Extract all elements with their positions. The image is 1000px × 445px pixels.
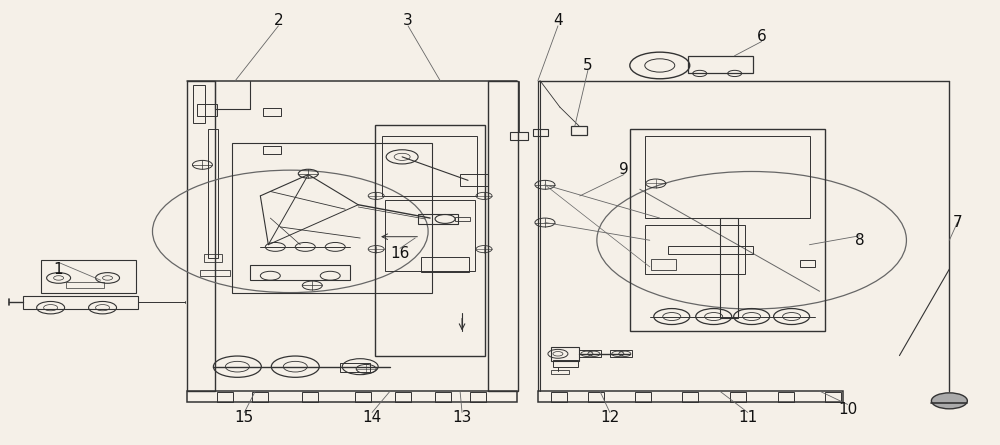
- Text: 16: 16: [390, 246, 410, 261]
- Bar: [488, 81, 518, 391]
- Bar: [340, 363, 370, 372]
- Bar: [187, 81, 215, 391]
- Bar: [510, 133, 528, 141]
- Bar: [187, 391, 517, 402]
- Bar: [635, 392, 651, 402]
- Bar: [533, 129, 548, 136]
- Bar: [263, 108, 281, 116]
- Bar: [825, 392, 841, 402]
- Bar: [688, 56, 753, 73]
- Text: 8: 8: [855, 233, 864, 248]
- Bar: [418, 214, 458, 224]
- Bar: [682, 392, 698, 402]
- Bar: [645, 136, 810, 218]
- Bar: [263, 146, 281, 154]
- Text: 14: 14: [363, 410, 382, 425]
- Bar: [193, 85, 205, 123]
- Bar: [200, 271, 230, 276]
- Bar: [232, 143, 432, 294]
- Text: 5: 5: [583, 57, 593, 73]
- Bar: [455, 217, 470, 221]
- Bar: [435, 392, 451, 402]
- Bar: [645, 225, 745, 274]
- Bar: [800, 260, 815, 267]
- Bar: [668, 246, 753, 254]
- Bar: [538, 391, 843, 402]
- Bar: [778, 392, 794, 402]
- Bar: [252, 392, 268, 402]
- Bar: [579, 350, 601, 357]
- Bar: [551, 347, 579, 361]
- Bar: [610, 350, 632, 357]
- Bar: [208, 129, 218, 258]
- Bar: [421, 257, 469, 272]
- Bar: [382, 136, 477, 196]
- Bar: [460, 174, 488, 186]
- Text: 4: 4: [553, 13, 563, 28]
- Bar: [470, 392, 486, 402]
- Circle shape: [931, 393, 967, 409]
- Text: 1: 1: [54, 262, 63, 277]
- Bar: [551, 370, 569, 374]
- Bar: [720, 218, 738, 318]
- Bar: [41, 260, 136, 294]
- Text: 12: 12: [600, 410, 619, 425]
- Bar: [395, 392, 411, 402]
- Text: 13: 13: [452, 410, 472, 425]
- Bar: [730, 392, 746, 402]
- Bar: [588, 392, 604, 402]
- Bar: [375, 125, 485, 356]
- Text: 6: 6: [757, 28, 767, 44]
- Bar: [217, 392, 233, 402]
- Bar: [385, 200, 475, 271]
- Bar: [551, 392, 567, 402]
- Bar: [651, 259, 676, 271]
- Bar: [355, 392, 371, 402]
- Bar: [204, 254, 222, 263]
- Bar: [571, 126, 587, 135]
- Bar: [553, 360, 578, 367]
- Bar: [23, 295, 138, 309]
- Text: 7: 7: [953, 215, 962, 230]
- Bar: [250, 265, 350, 280]
- Bar: [630, 129, 825, 331]
- Text: 3: 3: [403, 13, 413, 28]
- Bar: [197, 104, 217, 116]
- Bar: [302, 392, 318, 402]
- Text: 15: 15: [235, 410, 254, 425]
- Text: 10: 10: [838, 402, 857, 417]
- Bar: [66, 283, 104, 288]
- Text: 2: 2: [273, 13, 283, 28]
- Text: 9: 9: [619, 162, 629, 177]
- Text: 11: 11: [738, 410, 757, 425]
